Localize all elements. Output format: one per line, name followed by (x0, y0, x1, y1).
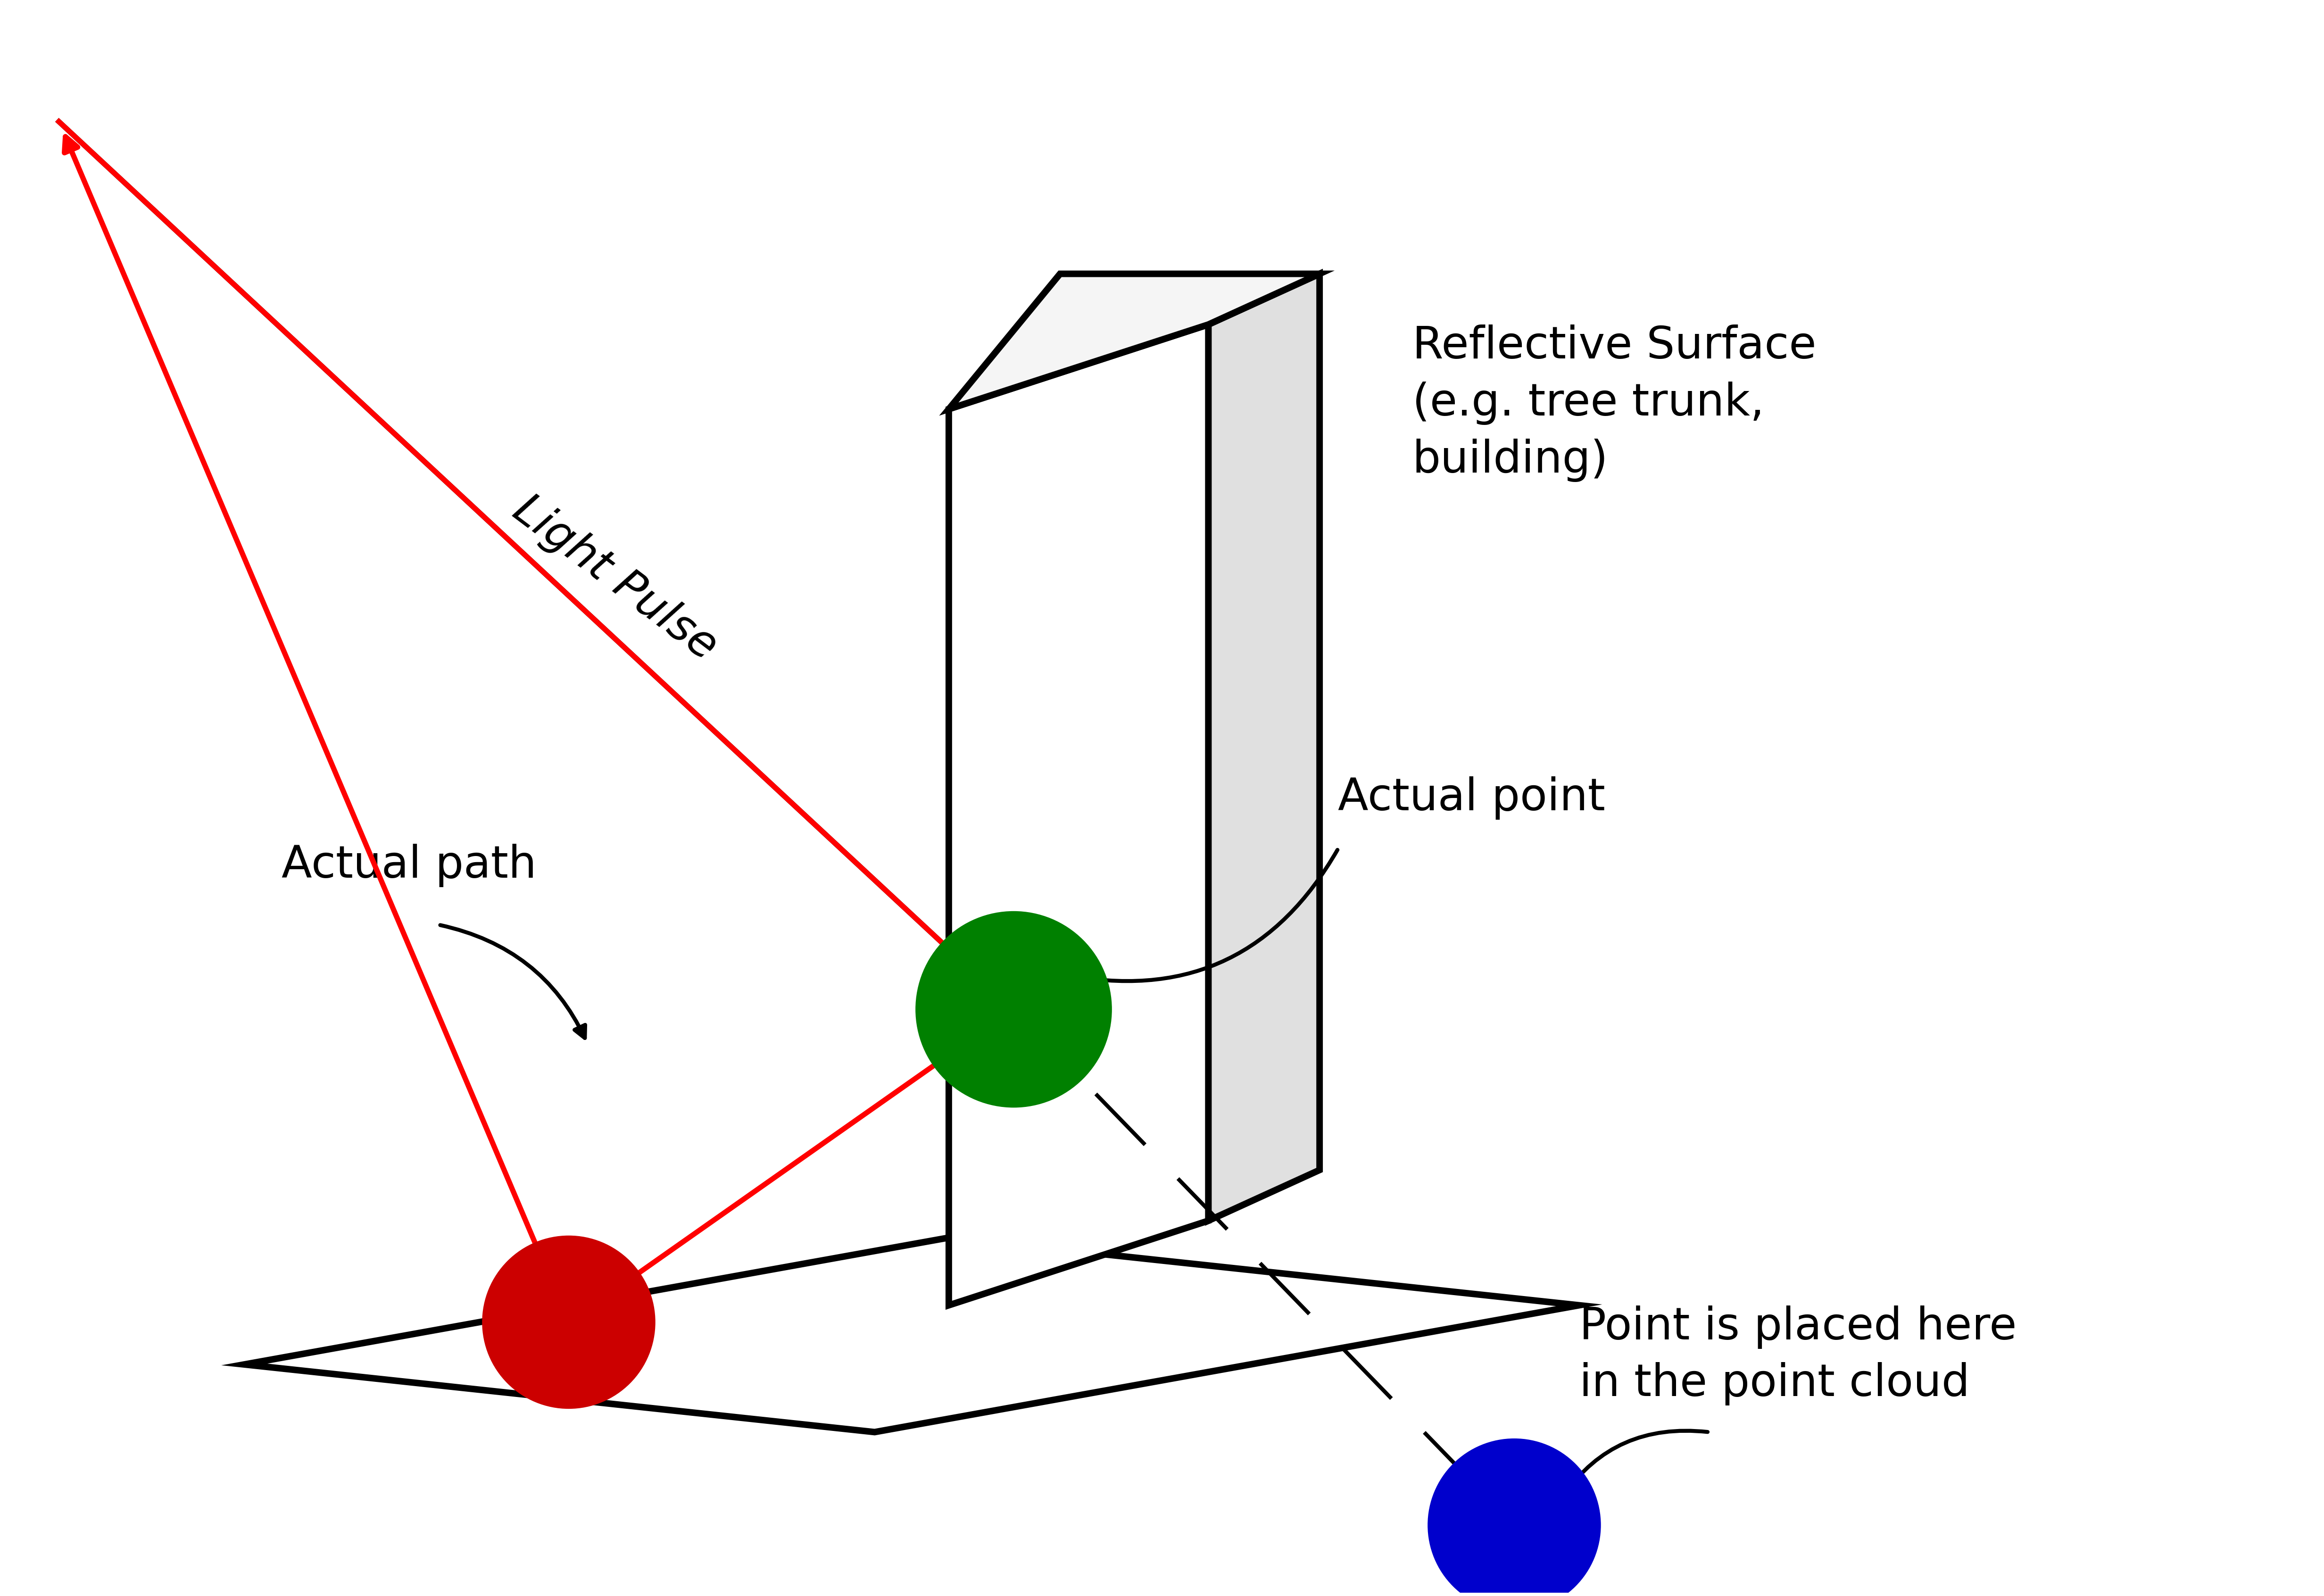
Text: Actual path: Actual path (281, 844, 537, 887)
Text: Point is placed here
in the point cloud: Point is placed here in the point cloud (1578, 1306, 2017, 1406)
Polygon shape (244, 1237, 1578, 1432)
Polygon shape (1208, 275, 1320, 1221)
Polygon shape (948, 275, 1320, 409)
Polygon shape (948, 324, 1208, 1306)
Text: Actual point: Actual point (1339, 776, 1606, 820)
Text: Reflective Surface
(e.g. tree trunk,
building): Reflective Surface (e.g. tree trunk, bui… (1413, 324, 1815, 482)
Point (1497, 1513, 1534, 1539)
Point (551, 1309, 588, 1334)
Text: Light Pulse: Light Pulse (504, 488, 725, 669)
Point (995, 996, 1032, 1021)
